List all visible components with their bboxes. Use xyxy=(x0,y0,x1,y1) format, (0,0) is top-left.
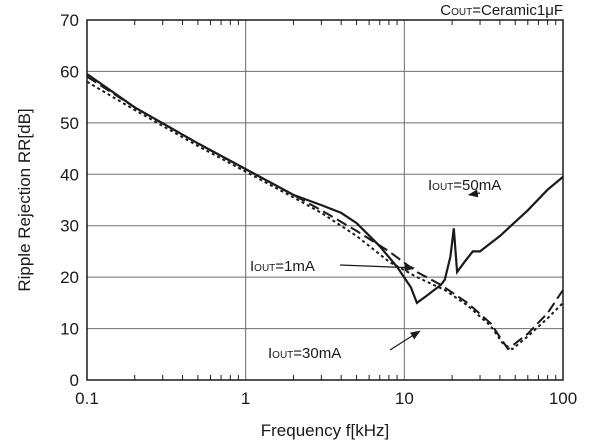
plot-frame xyxy=(86,19,564,381)
annotation-arrow xyxy=(389,330,421,351)
series-layer xyxy=(86,73,564,351)
x-tick-label: 100 xyxy=(549,389,577,408)
plot-background xyxy=(87,20,563,380)
x-tick-label: 1 xyxy=(241,389,250,408)
y-tick-label: 40 xyxy=(60,165,79,184)
y-tick-label: 50 xyxy=(60,114,79,133)
y-tick-label: 10 xyxy=(60,320,79,339)
x-tick-label: 0.1 xyxy=(75,389,99,408)
tick-labels: 0.1 1 10 100 0 10 20 30 40 50 60 70 xyxy=(60,11,577,408)
y-tick-label: 30 xyxy=(60,217,79,236)
annotation-iout-50ma: IOUT=50mA xyxy=(428,177,501,194)
series-line-iout-30ma xyxy=(86,80,564,351)
y-tick-label: 60 xyxy=(60,62,79,81)
annotation-iout-30ma: IOUT=30mA xyxy=(268,345,341,362)
series-line-iout-1ma xyxy=(86,75,564,351)
series-line-iout-50ma xyxy=(86,73,564,305)
y-axis-label: Ripple Rejection RR[dB] xyxy=(15,108,34,291)
condition-label: COUT=Ceramic1μF xyxy=(440,2,563,19)
annotation-arrow xyxy=(467,189,481,198)
annotation-arrow xyxy=(339,263,415,272)
y-tick-label: 0 xyxy=(70,371,79,390)
annotation-iout-1ma: IOUT=1mA xyxy=(250,258,315,275)
y-tick-label: 20 xyxy=(60,268,79,287)
annotation-labels: IOUT=1mA IOUT=50mA IOUT=30mA xyxy=(250,177,501,362)
x-tick-label: 10 xyxy=(395,389,414,408)
annotation-arrows xyxy=(339,189,481,351)
y-tick-label: 70 xyxy=(60,11,79,30)
x-axis-label: Frequency f[kHz] xyxy=(261,421,390,440)
